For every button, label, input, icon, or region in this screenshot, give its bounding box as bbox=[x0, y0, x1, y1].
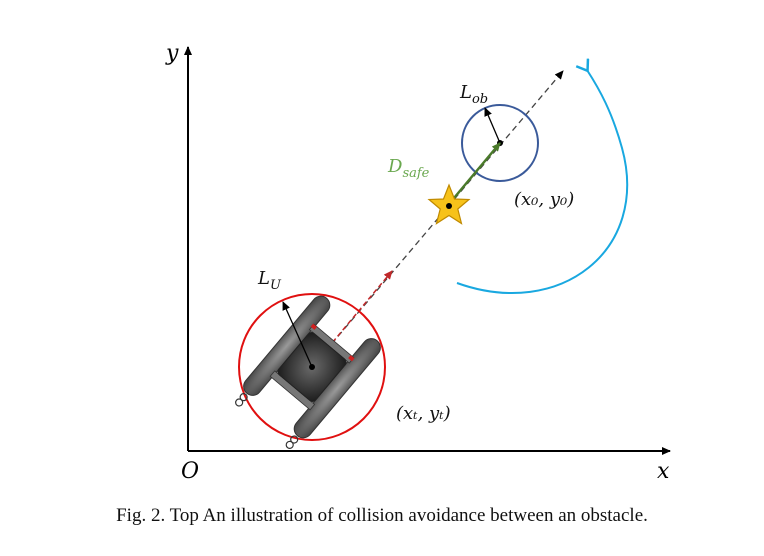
vehicle-coordinate-label: (xₜ, yₜ) bbox=[396, 403, 451, 424]
collision-avoidance-diagram: y x O Lob (x₀, y₀) Dsafe bbox=[165, 41, 671, 484]
obstacle-radius-arrow bbox=[484, 107, 501, 144]
safe-distance-arrow bbox=[448, 142, 501, 205]
obstacle-circle bbox=[461, 104, 539, 182]
catamaran-usv-icon bbox=[235, 295, 381, 449]
obstacle-radius-label: Lob bbox=[459, 82, 488, 107]
obstacle-coordinate-label: (x₀, y₀) bbox=[514, 189, 574, 210]
figure-caption: Fig. 2. Top An illustration of collision… bbox=[116, 505, 648, 526]
avoidance-curve-arrow bbox=[456, 70, 629, 294]
vehicle: LU (xₜ, yₜ) bbox=[235, 268, 451, 449]
y-axis-label: y bbox=[165, 41, 179, 66]
origin-label: O bbox=[181, 459, 199, 484]
x-axis-label: x bbox=[657, 459, 670, 484]
axes: y x O bbox=[165, 41, 671, 484]
star-icon bbox=[427, 183, 471, 225]
obstacle: Lob (x₀, y₀) bbox=[459, 82, 574, 210]
vehicle-radius-arrow bbox=[282, 301, 313, 368]
safe-distance-label: Dsafe bbox=[387, 156, 430, 181]
vehicle-safety-circle bbox=[238, 293, 386, 441]
vehicle-radius-label: LU bbox=[257, 268, 282, 293]
